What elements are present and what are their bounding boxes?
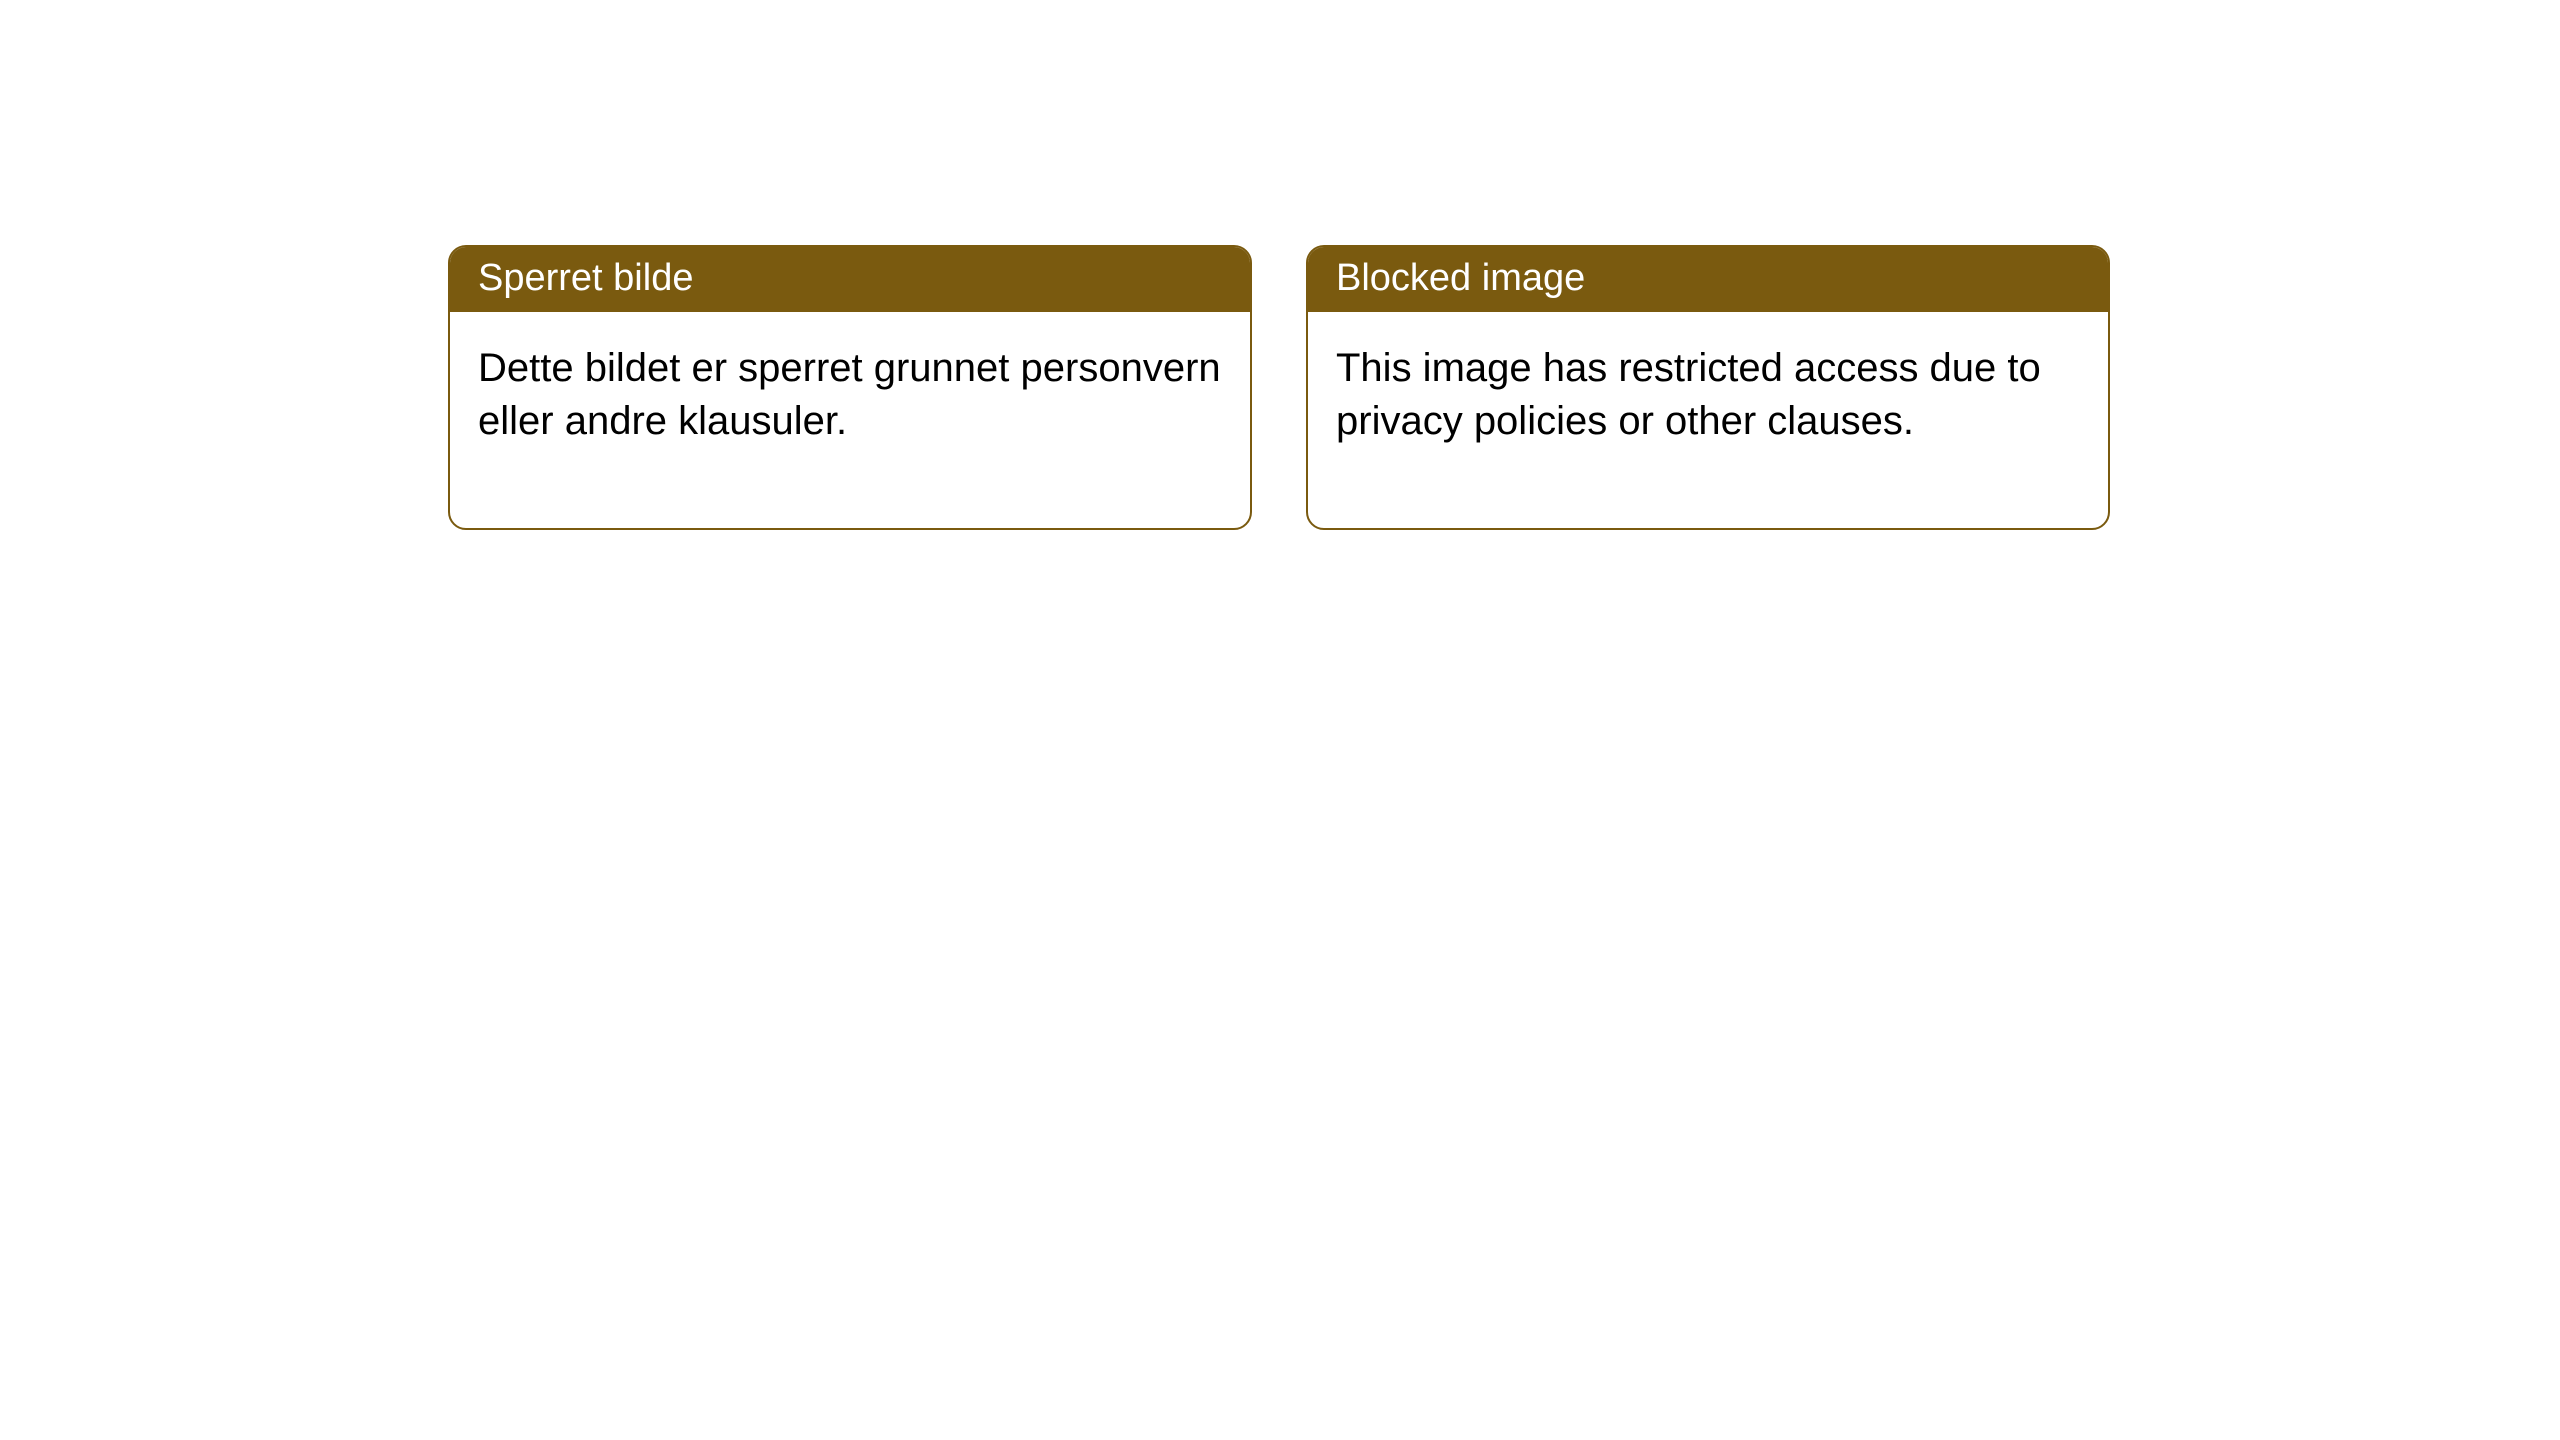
- notice-body-no: Dette bildet er sperret grunnet personve…: [450, 312, 1250, 528]
- notice-card-no: Sperret bilde Dette bildet er sperret gr…: [448, 245, 1252, 530]
- notice-card-en: Blocked image This image has restricted …: [1306, 245, 2110, 530]
- notice-header-no: Sperret bilde: [450, 247, 1250, 312]
- notice-header-en: Blocked image: [1308, 247, 2108, 312]
- notice-body-en: This image has restricted access due to …: [1308, 312, 2108, 528]
- notice-container: Sperret bilde Dette bildet er sperret gr…: [448, 245, 2110, 530]
